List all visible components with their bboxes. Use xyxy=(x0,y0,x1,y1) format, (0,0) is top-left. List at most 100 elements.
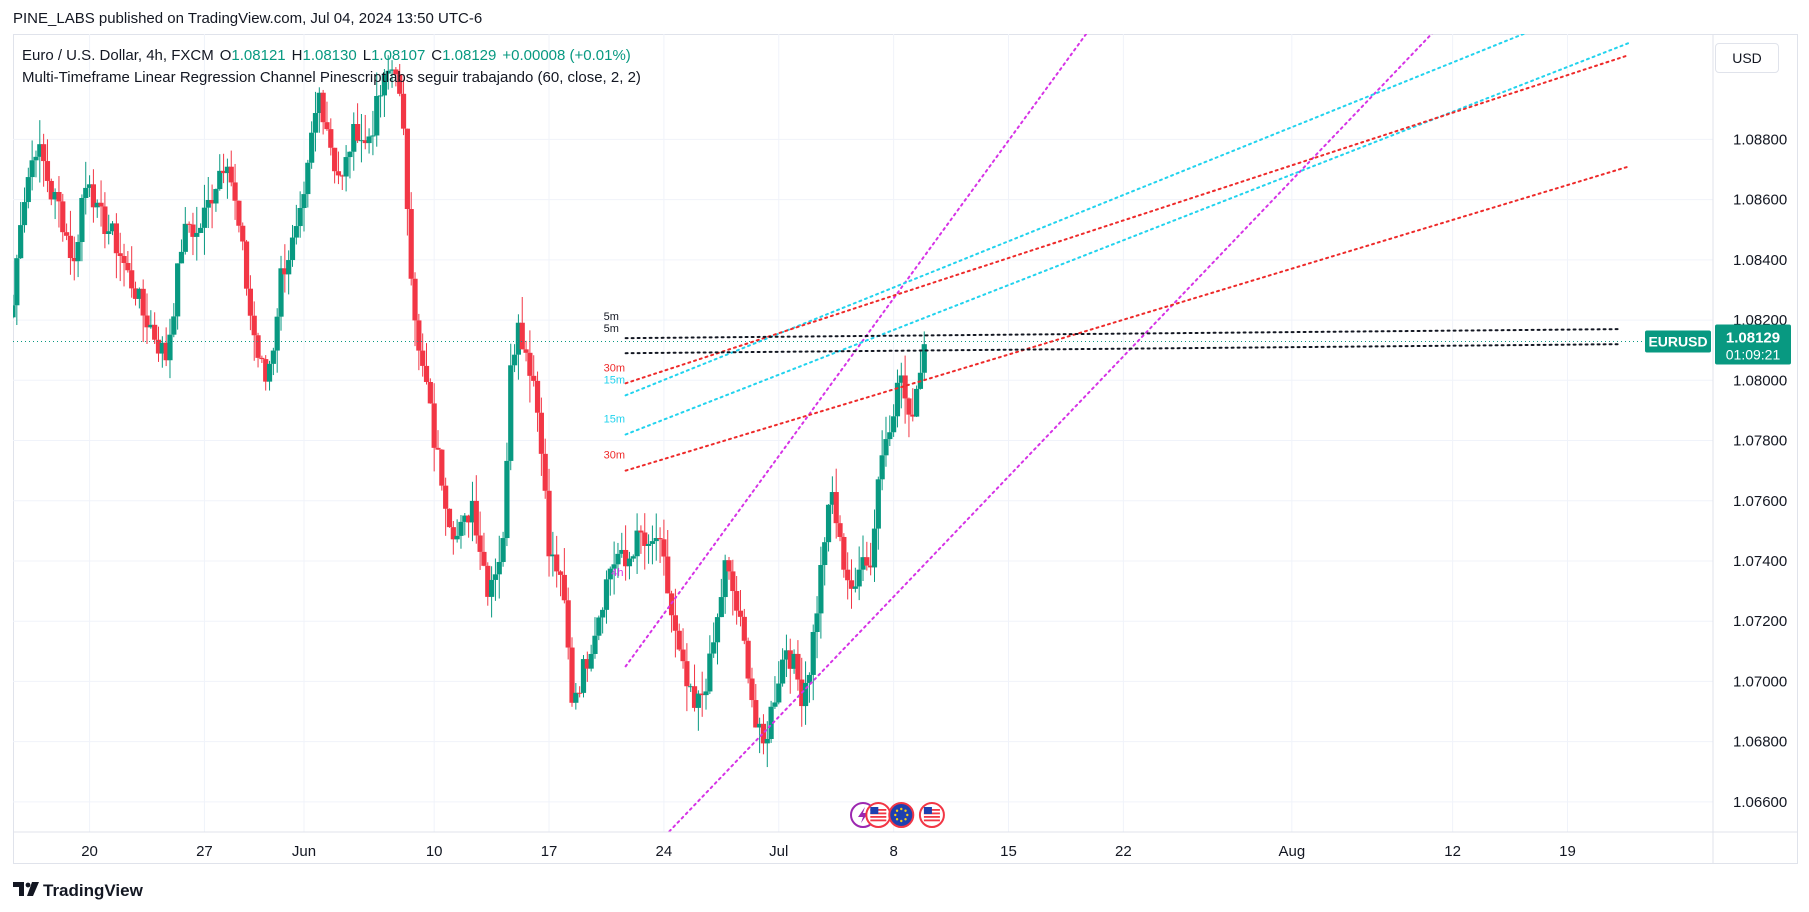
candle xyxy=(714,613,721,665)
candle xyxy=(389,60,395,88)
candle xyxy=(347,151,353,179)
candle xyxy=(67,210,74,275)
candle xyxy=(783,634,790,677)
candle xyxy=(152,312,158,344)
candle xyxy=(259,355,265,363)
candle xyxy=(13,294,16,319)
candle xyxy=(638,525,644,554)
y-tick-label: 1.07600 xyxy=(1733,493,1787,510)
badge-countdown: 01:09:21 xyxy=(1726,346,1781,362)
candle xyxy=(198,223,204,234)
candle xyxy=(377,85,384,118)
tradingview-brand[interactable]: TradingView xyxy=(43,881,143,900)
candle xyxy=(247,275,253,331)
regression-line-15m-lower[interactable] xyxy=(624,42,1630,436)
event-flag-us-2-icon[interactable] xyxy=(918,802,945,828)
candle xyxy=(508,343,514,471)
candle xyxy=(515,314,522,380)
regression-line-4h-lower[interactable] xyxy=(649,4,1461,853)
legend-symbol[interactable]: Euro / U.S. Dollar, 4h, FXCM xyxy=(22,47,214,64)
candle xyxy=(282,244,288,293)
candle xyxy=(584,651,590,682)
candle xyxy=(175,263,181,330)
candle xyxy=(320,89,326,135)
legend-low-label: L xyxy=(362,47,372,64)
candle xyxy=(148,310,154,329)
x-tick-label: 15 xyxy=(1000,843,1017,860)
candle xyxy=(829,476,835,514)
candle xyxy=(163,327,169,367)
legend-high-value: 1.08130 xyxy=(302,47,357,64)
regression-line-5m-upper[interactable] xyxy=(624,328,1623,340)
candle xyxy=(630,554,636,562)
candle xyxy=(393,66,399,87)
candle xyxy=(623,525,629,581)
candle xyxy=(753,684,759,728)
candle xyxy=(328,118,334,156)
candle xyxy=(473,475,479,544)
candle xyxy=(657,527,663,563)
candle xyxy=(435,430,441,450)
candle xyxy=(263,355,269,391)
candle xyxy=(194,206,200,261)
candle xyxy=(711,622,717,658)
candle xyxy=(860,535,866,582)
candle xyxy=(332,147,338,184)
regression-line-5m-lower[interactable] xyxy=(624,343,1623,355)
y-tick-label: 1.07400 xyxy=(1733,553,1787,570)
candle xyxy=(362,114,368,150)
event-flag-us-1-icon[interactable] xyxy=(865,802,892,828)
candle xyxy=(33,150,39,178)
candle xyxy=(577,686,583,698)
indicator-title[interactable]: Multi-Timeframe Linear Regression Channe… xyxy=(22,69,641,86)
chart-frame[interactable] xyxy=(13,34,1798,864)
candle xyxy=(795,640,801,691)
candle xyxy=(293,204,299,245)
candle xyxy=(14,254,20,326)
regression-line-30m-upper[interactable] xyxy=(624,54,1630,385)
candle xyxy=(887,415,893,446)
candle xyxy=(883,416,889,467)
candle xyxy=(626,551,633,580)
candle xyxy=(240,222,246,251)
legend-open-value: 1.08121 xyxy=(231,47,286,64)
candle xyxy=(634,513,640,574)
x-tick-label: 19 xyxy=(1559,843,1576,860)
x-tick-label: Jun xyxy=(292,843,316,860)
candle xyxy=(366,128,372,154)
candle xyxy=(75,234,81,278)
candle xyxy=(427,378,433,404)
candle xyxy=(129,246,135,298)
candle xyxy=(60,193,66,242)
x-tick-label: 8 xyxy=(889,843,897,860)
candle xyxy=(25,167,31,209)
candle xyxy=(286,250,292,295)
candle xyxy=(757,717,763,754)
candle xyxy=(822,537,828,586)
candle xyxy=(217,154,223,191)
candle xyxy=(745,637,751,684)
candle xyxy=(550,531,556,577)
event-flags-layer xyxy=(850,802,945,828)
candle xyxy=(228,150,234,187)
candle xyxy=(44,139,51,193)
legend-change: +0.00008 (+0.01%) xyxy=(502,47,631,64)
candle xyxy=(554,535,560,588)
candle xyxy=(910,388,916,422)
currency-button[interactable]: USD xyxy=(1715,43,1779,73)
candle xyxy=(527,330,533,403)
regression-line-30m-lower[interactable] xyxy=(624,165,1630,472)
x-tick-label: 22 xyxy=(1115,843,1132,860)
candle xyxy=(178,239,185,264)
candle xyxy=(531,355,537,387)
candle xyxy=(703,678,709,710)
candle xyxy=(274,308,280,373)
candle xyxy=(672,588,678,658)
line-label: 5m xyxy=(604,323,619,335)
candle xyxy=(109,221,116,236)
event-flag-eu-icon[interactable] xyxy=(888,802,915,828)
candle xyxy=(469,481,476,542)
candle xyxy=(381,68,387,117)
